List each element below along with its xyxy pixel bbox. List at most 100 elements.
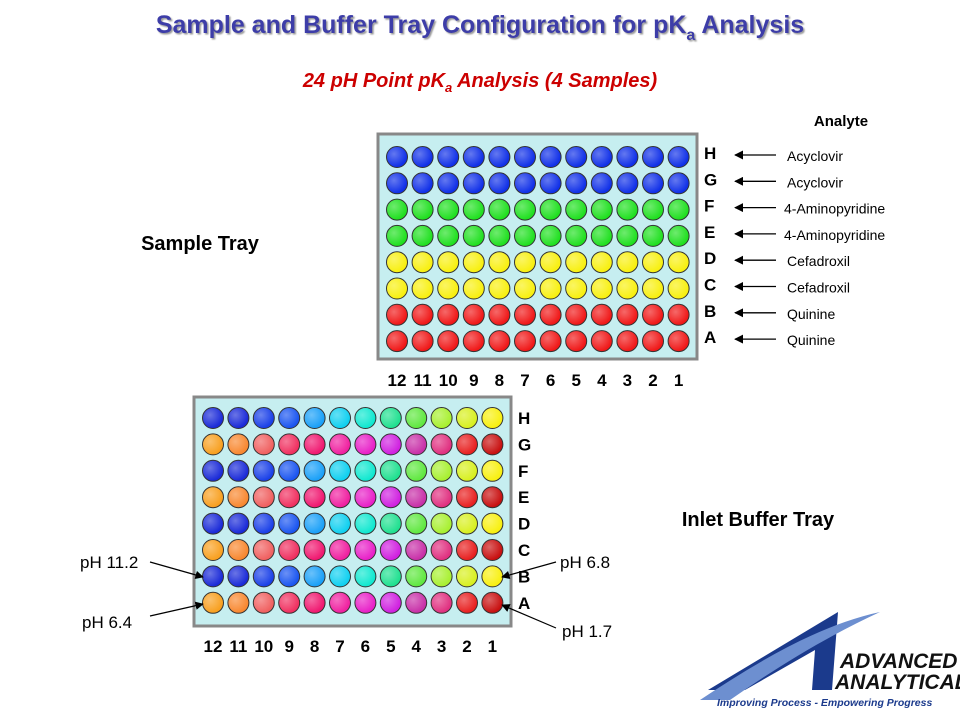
well-highlight — [355, 487, 376, 508]
well-highlight — [253, 592, 274, 613]
well-highlight — [515, 331, 535, 352]
well-highlight — [330, 592, 350, 613]
well-highlight — [482, 408, 503, 428]
column-label: 5 — [386, 637, 395, 656]
well-highlight — [643, 304, 663, 325]
well-highlight — [380, 513, 401, 534]
well-highlight — [203, 434, 223, 455]
well-highlight — [540, 147, 561, 167]
well-highlight — [482, 434, 503, 455]
subtitle-text: Analysis (4 Samples) — [452, 70, 657, 92]
well-highlight — [228, 434, 249, 455]
well-highlight — [489, 225, 510, 246]
well-highlight — [279, 513, 300, 534]
well-highlight — [463, 278, 484, 299]
well-highlight — [253, 487, 274, 508]
column-label: 3 — [437, 637, 446, 656]
well-highlight — [412, 147, 433, 167]
buffer-tray — [192, 395, 513, 628]
well-highlight — [489, 304, 510, 325]
well-highlight — [380, 566, 401, 587]
well-highlight — [304, 592, 325, 613]
well-highlight — [540, 252, 561, 273]
column-label: 10 — [254, 637, 273, 656]
well-highlight — [668, 199, 689, 220]
well-highlight — [431, 592, 452, 613]
well-highlight — [489, 173, 510, 194]
well-highlight — [463, 252, 484, 273]
row-label: A — [704, 328, 716, 347]
well-highlight — [304, 460, 325, 481]
well-highlight — [540, 331, 561, 352]
well-highlight — [438, 331, 459, 352]
well-highlight — [330, 540, 350, 560]
well-highlight — [387, 331, 407, 352]
well-highlight — [330, 460, 350, 481]
column-label: 11 — [414, 371, 432, 390]
column-label: 9 — [469, 371, 478, 390]
well-highlight — [387, 199, 407, 220]
well-highlight — [355, 566, 376, 587]
well-highlight — [540, 278, 561, 299]
well-highlight — [591, 225, 612, 246]
well-highlight — [591, 147, 612, 167]
logo-swoosh — [700, 612, 880, 700]
well-highlight — [617, 147, 638, 167]
analyte-heading: Analyte — [814, 113, 868, 130]
well-highlight — [279, 592, 300, 613]
column-label: 10 — [439, 371, 458, 390]
well-highlight — [617, 331, 638, 352]
analyte-name: 4-Aminopyridine — [784, 227, 885, 243]
logo-mark — [708, 612, 838, 690]
well-highlight — [489, 331, 510, 352]
well-highlight — [457, 434, 477, 455]
column-label: 7 — [520, 371, 529, 390]
well-highlight — [591, 199, 612, 220]
well-highlight — [380, 540, 401, 560]
well-highlight — [668, 225, 689, 246]
column-label: 4 — [411, 637, 421, 656]
well-highlight — [438, 199, 459, 220]
well-highlight — [482, 460, 503, 481]
well-highlight — [330, 434, 350, 455]
well-highlight — [279, 487, 300, 508]
logo-text: ADVANCED — [839, 650, 957, 673]
well-highlight — [643, 278, 663, 299]
well-highlight — [355, 540, 376, 560]
well-highlight — [489, 147, 510, 167]
analyte-name: Quinine — [787, 332, 835, 348]
well-highlight — [591, 252, 612, 273]
well-highlight — [380, 460, 401, 481]
well-highlight — [489, 199, 510, 220]
ph-callout: pH 11.2 — [80, 553, 138, 572]
well-highlight — [643, 147, 663, 167]
well-highlight — [412, 225, 433, 246]
sample-tray-label: Sample Tray — [141, 233, 260, 255]
well-highlight — [643, 252, 663, 273]
column-label: 1 — [488, 637, 497, 656]
well-highlight — [304, 566, 325, 587]
ph-callout: pH 6.8 — [560, 553, 610, 572]
well-highlight — [355, 513, 376, 534]
column-label: 1 — [674, 371, 683, 390]
well-highlight — [304, 513, 325, 534]
well-highlight — [566, 199, 587, 220]
analyte-name: Quinine — [787, 306, 835, 322]
column-label: 3 — [623, 371, 632, 390]
well-highlight — [279, 540, 300, 560]
well-highlight — [387, 304, 407, 325]
logo-tagline: Improving Process - Empowering Progress — [717, 697, 932, 709]
well-highlight — [668, 304, 689, 325]
well-highlight — [463, 304, 484, 325]
well-highlight — [304, 487, 325, 508]
row-label: G — [518, 435, 531, 454]
well-highlight — [566, 225, 587, 246]
title-subscript: a — [686, 27, 695, 44]
well-highlight — [330, 408, 350, 428]
analyte-name: Acyclovir — [787, 148, 843, 164]
well-highlight — [203, 540, 223, 560]
well-highlight — [228, 513, 249, 534]
well-highlight — [482, 487, 503, 508]
well-highlight — [457, 513, 477, 534]
well-highlight — [253, 434, 274, 455]
